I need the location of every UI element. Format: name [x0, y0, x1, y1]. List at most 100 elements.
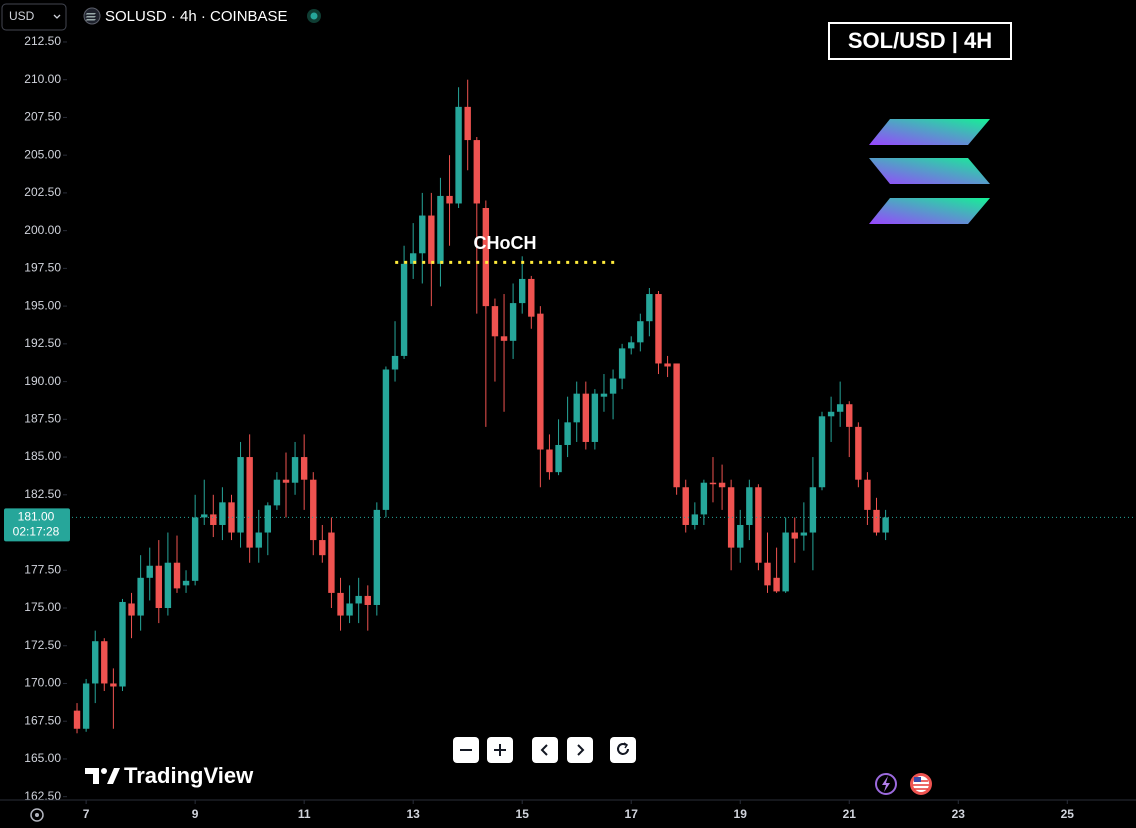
candle-body: [310, 479, 317, 541]
y-tick-label: 207.50: [24, 110, 61, 124]
y-tick-label: 205.00: [24, 147, 61, 161]
candle-body: [846, 404, 853, 427]
candle-body: [73, 710, 81, 729]
x-tick-label: 17: [625, 807, 639, 821]
symbol-glyph: [85, 13, 96, 21]
candle-body: [718, 482, 726, 488]
status-dot: [310, 12, 318, 20]
candle-body: [519, 278, 526, 304]
candle-body: [600, 393, 608, 397]
candle-body: [546, 449, 553, 473]
x-tick-label: 15: [516, 807, 530, 821]
settings-icon[interactable]: [30, 808, 44, 822]
countdown: 02:17:28: [13, 525, 60, 539]
candle-body: [355, 595, 362, 604]
currency: USD: [9, 9, 35, 23]
candle-body: [201, 514, 208, 518]
candle-body: [210, 514, 217, 525]
candle-body: [591, 393, 599, 442]
candle-body: [700, 482, 708, 515]
candle-body: [500, 336, 508, 341]
candle-body: [791, 532, 798, 539]
candle-body: [446, 195, 453, 204]
scroll-left-button[interactable]: [532, 737, 558, 763]
candle-body: [382, 369, 390, 510]
candle-body: [764, 562, 771, 586]
candle-body: [164, 562, 172, 608]
candle-body: [219, 502, 226, 525]
candle-body: [737, 524, 744, 548]
y-tick-label: 197.50: [24, 261, 61, 275]
candle-body: [873, 509, 880, 533]
candle-body: [655, 294, 662, 364]
candle-body: [92, 641, 99, 684]
candle-body: [664, 363, 671, 367]
zoom-out-button[interactable]: [453, 737, 479, 763]
candle-body: [709, 482, 717, 485]
candle-body: [364, 595, 371, 605]
last-price-label: 181.00: [18, 510, 55, 524]
candle-body: [491, 306, 499, 337]
candle-body: [673, 363, 680, 488]
region-flag[interactable]: [910, 773, 932, 795]
candle-body: [528, 278, 535, 317]
zoom-in-button[interactable]: [487, 737, 513, 763]
candle-body: [618, 348, 626, 379]
chevron: [53, 14, 61, 19]
candle-body: [137, 577, 144, 616]
x-tick-label: 13: [407, 807, 421, 821]
candle-body: [455, 106, 462, 204]
candle-body: [337, 592, 344, 616]
candle-body: [328, 532, 335, 593]
candle-body: [291, 457, 299, 483]
x-tick-label: 11: [298, 807, 311, 821]
y-tick-label: 177.50: [24, 562, 61, 576]
candle-body: [464, 106, 471, 141]
candle-body: [827, 411, 835, 417]
candle-body: [264, 505, 272, 533]
candle-body: [419, 215, 426, 254]
candle-body: [682, 487, 689, 525]
symbol[interactable]: SOLUSD · 4h · COINBASE: [105, 8, 288, 25]
x-tick-label: 23: [952, 807, 966, 821]
candle-body: [182, 580, 190, 586]
reset-button[interactable]: [610, 737, 636, 763]
y-tick-label: 172.50: [24, 638, 61, 652]
y-tick-label: 187.50: [24, 411, 61, 425]
candle-body: [573, 393, 580, 423]
x-tick-label: 25: [1061, 807, 1075, 821]
scroll-right-button[interactable]: [567, 737, 593, 763]
y-tick-label: 162.50: [24, 789, 61, 803]
candle-body: [836, 404, 844, 412]
candle-body: [746, 487, 753, 525]
y-tick-label: 212.50: [24, 34, 61, 48]
y-tick-label: 182.50: [24, 487, 61, 501]
candle-body: [146, 565, 153, 578]
badge-box: [828, 22, 1012, 60]
flash-icon[interactable]: [875, 773, 897, 795]
candle-body: [119, 601, 126, 687]
candle-body: [82, 683, 90, 729]
candle-body: [809, 487, 817, 533]
currency-select[interactable]: [1, 3, 67, 31]
y-tick-label: 195.00: [24, 298, 61, 312]
candle-body: [255, 532, 262, 548]
x-tick-label: 9: [192, 807, 199, 821]
brand: TradingView: [124, 763, 254, 788]
last-price-box: [4, 508, 70, 542]
candle-body: [237, 457, 244, 533]
candle-body: [637, 321, 644, 343]
candle-body: [818, 416, 826, 488]
candle-body: [246, 457, 253, 548]
candle-body: [273, 479, 281, 506]
candle-body: [609, 378, 617, 394]
candle-body: [646, 294, 653, 322]
plot: 162.50 165.00 167.50 170.00 172.50 175.00 177.…: [4, 34, 1136, 821]
y-tick-label: 210.00: [24, 72, 61, 86]
candle-body: [373, 509, 381, 605]
x-tick-label: 7: [83, 807, 90, 821]
y-tick-label: 185.00: [24, 449, 61, 463]
candle-body: [537, 313, 544, 450]
candle-body: [319, 540, 326, 556]
y-tick-label: 202.50: [24, 185, 61, 199]
